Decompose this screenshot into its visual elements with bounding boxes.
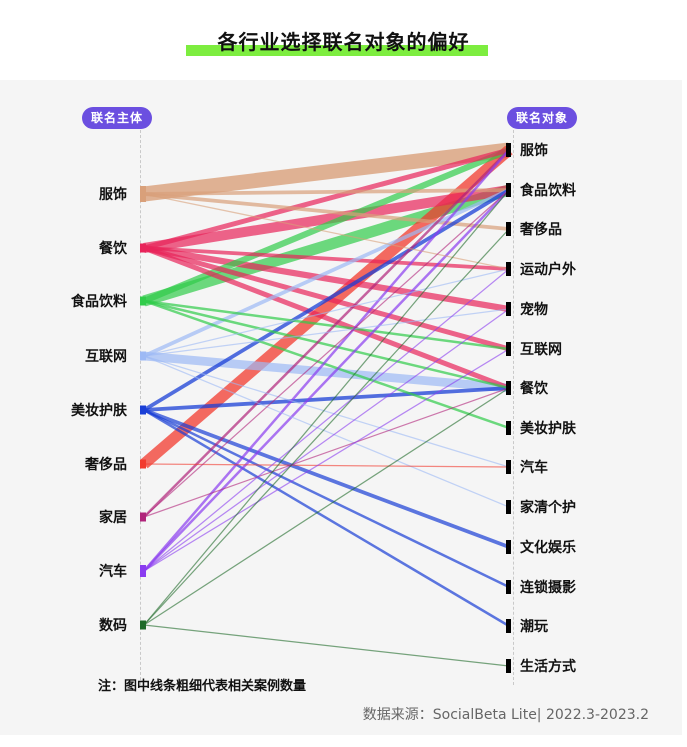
- target-node-marker: [506, 302, 511, 316]
- target-label: 连锁摄影: [520, 580, 576, 596]
- target-node-marker: [506, 500, 511, 514]
- flow-link: [143, 308, 510, 572]
- target-node-marker: [506, 222, 511, 236]
- source-label: 数码: [99, 618, 127, 634]
- target-node-marker: [506, 460, 511, 474]
- target-node-marker: [506, 342, 511, 356]
- flow-link: [143, 188, 510, 196]
- source-label: 汽车: [99, 564, 127, 580]
- source-node-marker: [140, 296, 146, 306]
- flow-link: [143, 189, 510, 626]
- source-label: 奢侈品: [85, 457, 127, 473]
- target-node-marker: [506, 143, 511, 157]
- target-label: 互联网: [520, 342, 562, 358]
- flow-link: [143, 192, 510, 231]
- flow-link: [143, 355, 510, 508]
- target-label: 生活方式: [520, 659, 576, 675]
- target-node-marker: [506, 421, 511, 435]
- flow-link: [143, 387, 510, 518]
- flow-link: [143, 244, 510, 313]
- target-label: 运动户外: [520, 262, 576, 278]
- flow-link: [143, 387, 510, 626]
- flow-link: [143, 299, 510, 351]
- target-node-marker: [506, 619, 511, 633]
- flow-link: [143, 351, 510, 393]
- flow-link: [142, 147, 511, 304]
- flow-link: [143, 268, 510, 357]
- flow-link: [143, 408, 510, 549]
- flow-link: [143, 299, 510, 430]
- chart-title: 各行业选择联名对象的偏好: [217, 30, 470, 54]
- flow-link: [143, 142, 510, 202]
- flow-link: [143, 193, 510, 270]
- target-label: 宠物: [520, 302, 548, 318]
- target-label: 潮玩: [520, 619, 548, 635]
- flow-link: [143, 189, 510, 518]
- target-label: 文化娱乐: [520, 540, 576, 556]
- flow-link: [143, 246, 510, 271]
- target-node-marker: [506, 659, 511, 673]
- source-node-marker: [140, 405, 146, 415]
- source-node-marker: [140, 243, 146, 253]
- flow-link: [143, 348, 510, 572]
- target-label: 家清个护: [520, 500, 576, 516]
- flow-link: [143, 408, 510, 589]
- target-label: 美妆护肤: [520, 421, 576, 437]
- source-node-marker: [140, 620, 146, 630]
- flow-link: [143, 149, 510, 518]
- source-label: 美妆护肤: [71, 403, 127, 419]
- right-axis-line: [513, 130, 514, 685]
- data-source: 数据来源：SocialBeta Lite| 2022.3-2023.2: [362, 707, 649, 723]
- chart-note: 注：图中线条粗细代表相关案例数量: [98, 679, 307, 694]
- source-label: 家居: [99, 510, 127, 526]
- target-node-marker: [506, 580, 511, 594]
- flow-link: [143, 408, 510, 628]
- flow-link: [143, 308, 510, 357]
- source-node-marker: [140, 512, 146, 522]
- left-header-pill: 联名主体: [82, 107, 153, 129]
- flow-link: [143, 355, 510, 468]
- flow-link: [143, 188, 510, 412]
- source-label: 食品饮料: [71, 294, 127, 310]
- source-label: 服饰: [99, 187, 127, 203]
- source-label: 互联网: [85, 349, 127, 365]
- source-node-marker: [140, 351, 146, 361]
- target-node-marker: [506, 183, 511, 197]
- target-label: 食品饮料: [520, 183, 576, 199]
- target-label: 餐饮: [520, 381, 548, 397]
- source-node-marker: [140, 565, 146, 577]
- target-label: 奢侈品: [520, 222, 562, 238]
- target-node-marker: [506, 540, 511, 554]
- source-label: 餐饮: [99, 241, 127, 257]
- flow-link: [143, 228, 510, 626]
- target-label: 汽车: [520, 460, 548, 476]
- source-node-marker: [140, 459, 146, 469]
- flow-link: [143, 245, 510, 391]
- flow-link: [143, 268, 510, 572]
- flow-link: [143, 624, 510, 667]
- source-node-marker: [140, 186, 146, 202]
- flow-link: [143, 147, 510, 251]
- title-highlight-bar: [186, 45, 488, 56]
- target-node-marker: [506, 262, 511, 276]
- flow-link: [143, 299, 510, 390]
- flow-link: [143, 149, 510, 572]
- title-area: 各行业选择联名对象的偏好: [0, 20, 687, 60]
- target-label: 服饰: [520, 143, 548, 159]
- flow-link: [143, 185, 510, 253]
- flow-link: [143, 188, 510, 358]
- flow-link: [143, 386, 510, 412]
- right-header-pill: 联名对象: [507, 107, 578, 129]
- flow-link: [143, 463, 510, 468]
- target-node-marker: [506, 381, 511, 395]
- flow-link: [143, 189, 510, 572]
